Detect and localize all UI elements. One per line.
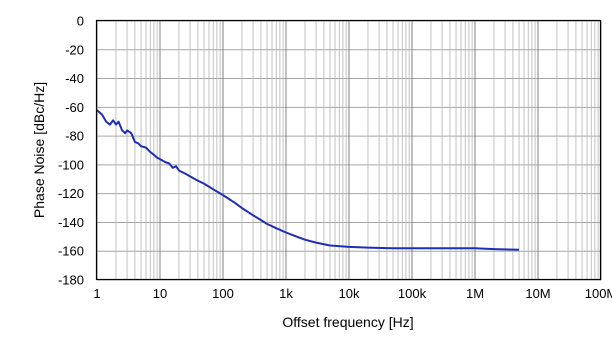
x-axis-label: Offset frequency [Hz] [282,314,413,330]
y-tick-labels: 0 -20 -40 -60 -80 -100 -120 -140 -160 -180 [58,14,84,288]
y-tick-label: -60 [65,100,84,115]
x-tick-label: 100k [398,286,427,301]
x-tick-label: 1k [279,286,293,301]
y-tick-label: -140 [58,215,84,230]
x-tick-label: 10 [153,286,167,301]
y-tick-label: -20 [65,42,84,57]
x-tick-label: 1M [466,286,484,301]
y-tick-label: -80 [65,129,84,144]
y-axis-label: Phase Noise [dBc/Hz] [31,82,47,218]
y-tick-label: 0 [77,14,84,29]
plot-frame [95,19,602,281]
y-tick-label: -180 [58,273,84,288]
y-tick-label: -40 [65,71,84,86]
x-tick-labels: 1 10 100 1k 10k 100k 1M 10M 100M [93,286,612,301]
x-tick-label: 1 [93,286,100,301]
y-tick-label: -100 [58,157,84,172]
y-tick-label: -120 [58,186,84,201]
series-group [96,109,520,251]
x-tick-label: 100 [212,286,234,301]
x-tick-label: 100M [585,286,612,301]
phase-noise-series-line [96,109,520,251]
x-tick-label: 10k [339,286,360,301]
x-tick-label: 10M [525,286,550,301]
y-tick-label: -160 [58,244,84,259]
